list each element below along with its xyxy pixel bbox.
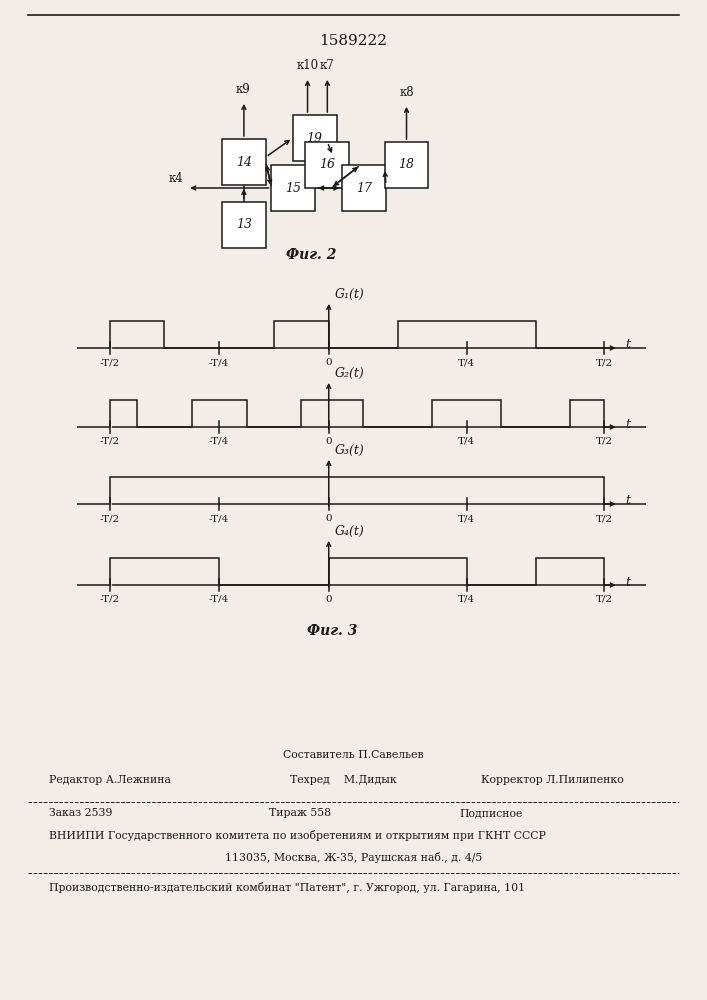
Text: Составитель П.Савельев: Составитель П.Савельев bbox=[284, 750, 423, 760]
Text: к4: к4 bbox=[169, 172, 184, 185]
Text: к9: к9 bbox=[235, 83, 250, 96]
Text: t: t bbox=[626, 494, 631, 508]
FancyBboxPatch shape bbox=[222, 202, 266, 248]
Text: t: t bbox=[626, 338, 631, 352]
Text: -T/4: -T/4 bbox=[209, 595, 229, 604]
Text: 0: 0 bbox=[325, 437, 332, 446]
Text: 0: 0 bbox=[325, 595, 332, 604]
Text: G₂(t): G₂(t) bbox=[334, 367, 364, 380]
Text: T/4: T/4 bbox=[458, 358, 475, 367]
Text: -T/4: -T/4 bbox=[209, 514, 229, 523]
Text: Фиг. 2: Фиг. 2 bbox=[286, 248, 337, 262]
Text: Редактор А.Лежнина: Редактор А.Лежнина bbox=[49, 775, 171, 785]
Text: T/4: T/4 bbox=[458, 437, 475, 446]
Text: Производственно-издательский комбинат "Патент", г. Ужгород, ул. Гагарина, 101: Производственно-издательский комбинат "П… bbox=[49, 882, 525, 893]
Text: G₃(t): G₃(t) bbox=[334, 444, 364, 457]
Text: 15: 15 bbox=[286, 182, 301, 194]
Text: T/2: T/2 bbox=[596, 437, 613, 446]
Text: 19: 19 bbox=[307, 131, 322, 144]
Text: 16: 16 bbox=[320, 158, 335, 172]
Text: 1589222: 1589222 bbox=[320, 34, 387, 48]
Text: T/2: T/2 bbox=[596, 514, 613, 523]
Text: -T/2: -T/2 bbox=[100, 595, 119, 604]
FancyBboxPatch shape bbox=[305, 142, 349, 188]
Text: к7: к7 bbox=[320, 59, 334, 72]
Text: 0: 0 bbox=[325, 358, 332, 367]
Text: 18: 18 bbox=[399, 158, 414, 172]
Text: T/2: T/2 bbox=[596, 595, 613, 604]
Text: -T/4: -T/4 bbox=[209, 437, 229, 446]
FancyBboxPatch shape bbox=[342, 165, 386, 211]
Text: 113035, Москва, Ж-35, Раушская наб., д. 4/5: 113035, Москва, Ж-35, Раушская наб., д. … bbox=[225, 852, 482, 863]
Text: 0: 0 bbox=[325, 514, 332, 523]
Text: Корректор Л.Пилипенко: Корректор Л.Пилипенко bbox=[481, 775, 624, 785]
Text: -T/4: -T/4 bbox=[209, 358, 229, 367]
Text: G₁(t): G₁(t) bbox=[334, 288, 364, 301]
Text: 13: 13 bbox=[236, 219, 252, 232]
Text: G₄(t): G₄(t) bbox=[334, 525, 364, 538]
Text: Заказ 2539: Заказ 2539 bbox=[49, 808, 113, 818]
FancyBboxPatch shape bbox=[222, 139, 266, 185]
Text: t: t bbox=[626, 418, 631, 430]
FancyBboxPatch shape bbox=[385, 142, 428, 188]
Text: -T/2: -T/2 bbox=[100, 514, 119, 523]
Text: -T/2: -T/2 bbox=[100, 358, 119, 367]
Text: к8: к8 bbox=[399, 86, 414, 99]
Text: T/4: T/4 bbox=[458, 595, 475, 604]
Text: ВНИИПИ Государственного комитета по изобретениям и открытиям при ГКНТ СССР: ВНИИПИ Государственного комитета по изоб… bbox=[49, 830, 547, 841]
Text: Фиг. 3: Фиг. 3 bbox=[307, 624, 358, 638]
Text: 17: 17 bbox=[356, 182, 372, 194]
Text: T/2: T/2 bbox=[596, 358, 613, 367]
Text: -T/2: -T/2 bbox=[100, 437, 119, 446]
Text: T/4: T/4 bbox=[458, 514, 475, 523]
FancyBboxPatch shape bbox=[271, 165, 315, 211]
Text: 14: 14 bbox=[236, 155, 252, 168]
Text: Тираж 558: Тираж 558 bbox=[269, 808, 331, 818]
Text: t: t bbox=[626, 576, 631, 588]
Text: Техред    М.Дидык: Техред М.Дидык bbox=[290, 775, 397, 785]
Text: к10: к10 bbox=[296, 59, 319, 72]
Text: Подписное: Подписное bbox=[460, 808, 523, 818]
FancyBboxPatch shape bbox=[293, 115, 337, 161]
